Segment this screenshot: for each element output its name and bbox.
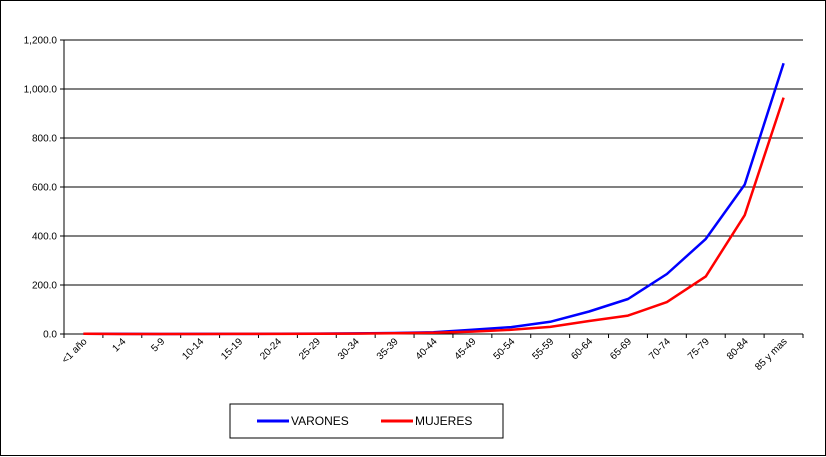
- y-tick-label: 1,200.0: [24, 36, 58, 47]
- x-axis: <1 año 1-4 5-9 10-14 15-19 20-24 25-29 30-34 35-…: [60, 333, 804, 373]
- x-tick-label: 35-39: [375, 336, 401, 362]
- y-tick-label: 400.0: [32, 232, 57, 243]
- y-tick-label: 600.0: [32, 183, 57, 194]
- legend-label-mujeres: MUJERES: [415, 414, 472, 428]
- gridlines: [64, 39, 803, 286]
- x-tick-label: 80-84: [725, 336, 751, 362]
- x-tick-label: 85 y mas: [753, 336, 789, 372]
- x-tick-label: 60-64: [569, 336, 595, 362]
- x-tick-label: 75-79: [686, 336, 712, 362]
- y-tick-label: 0.0: [43, 330, 57, 341]
- y-tick-label: 1,000.0: [24, 85, 58, 96]
- x-tick-label: 65-69: [608, 336, 634, 362]
- y-axis: 0.0 200.0 400.0 600.0 800.0 1,000.0 1,200.0: [24, 36, 65, 341]
- x-tick-label: 5-9: [149, 336, 167, 354]
- x-tick-label: <1 año: [60, 336, 90, 366]
- x-tick-label: 10-14: [180, 336, 206, 362]
- y-tick-label: 800.0: [32, 134, 57, 145]
- x-tick-label: 45-49: [453, 336, 479, 362]
- x-tick-label: 70-74: [647, 336, 673, 362]
- x-tick-label: 50-54: [492, 336, 518, 362]
- x-tick-label: 55-59: [530, 336, 556, 362]
- x-tick-label: 15-19: [219, 336, 245, 362]
- legend-label-varones: VARONES: [291, 414, 349, 428]
- x-tick-label: 20-24: [258, 336, 284, 362]
- series-line-mujeres: [83, 97, 785, 336]
- x-tick-label: 1-4: [110, 336, 128, 354]
- x-tick-label: 40-44: [414, 336, 440, 362]
- y-tick-label: 200.0: [32, 281, 57, 292]
- x-tick-label: 30-34: [336, 336, 362, 362]
- legend: VARONES MUJERES: [229, 403, 504, 439]
- series-lines: [83, 62, 785, 336]
- x-tick-label: 25-29: [297, 336, 323, 362]
